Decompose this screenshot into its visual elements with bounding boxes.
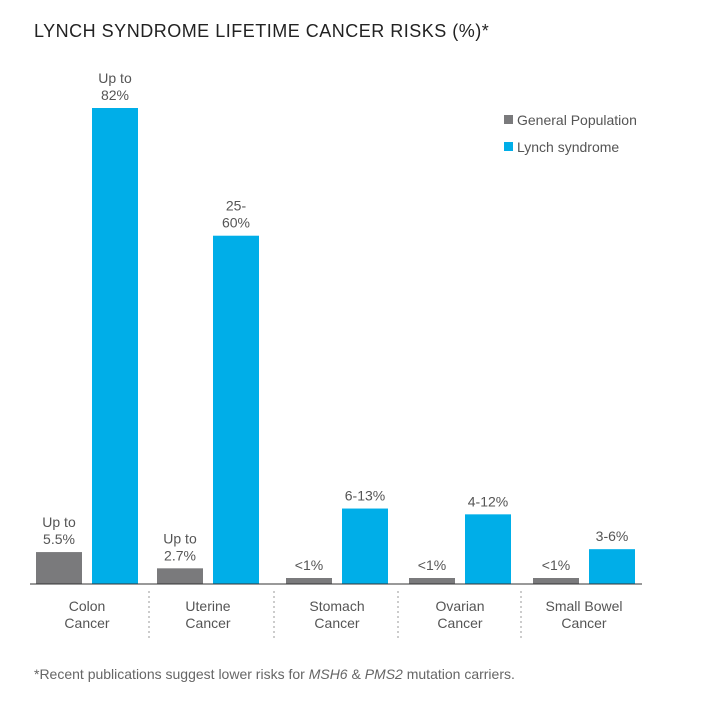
category-label-colon-cancer: Colon Cancer xyxy=(64,598,109,631)
bar-lynch-syndrome-ovarian-cancer xyxy=(465,514,511,584)
value-label-general-population-ovarian-cancer: <1% xyxy=(418,557,446,573)
footnote-gene-pms2: PMS2 xyxy=(365,666,403,682)
bar-general-population-uterine-cancer xyxy=(157,568,203,584)
footnote: *Recent publications suggest lower risks… xyxy=(34,666,515,682)
category-labels: Colon Cancer Uterine Cancer Stomach Cancer Ova… xyxy=(64,598,622,631)
category-label-small-bowel-cancer: Small Bowel Cancer xyxy=(545,598,622,631)
value-label-lynch-syndrome-ovarian-cancer: 4-12% xyxy=(468,493,508,509)
footnote-gene-msh6: MSH6 xyxy=(309,666,348,682)
value-label-lynch-syndrome-colon-cancer: Up to 82% xyxy=(98,70,132,103)
bar-general-population-stomach-cancer xyxy=(286,578,332,584)
legend: General Population Lynch syndrome xyxy=(504,112,637,155)
legend-label-general-population: General Population xyxy=(517,112,637,128)
bar-general-population-ovarian-cancer xyxy=(409,578,455,584)
bars-layer xyxy=(36,108,635,584)
legend-swatch-general-population xyxy=(504,115,513,124)
value-label-lynch-syndrome-uterine-cancer: 25-60% xyxy=(222,198,250,231)
legend-swatch-lynch-syndrome xyxy=(504,142,513,151)
value-label-general-population-small-bowel-cancer: <1% xyxy=(542,557,570,573)
chart-title: LYNCH SYNDROME LIFETIME CANCER RISKS (%)… xyxy=(34,21,489,41)
bar-lynch-syndrome-colon-cancer xyxy=(92,108,138,584)
value-label-general-population-uterine-cancer: Up to 2.7% xyxy=(163,530,197,563)
bar-general-population-small-bowel-cancer xyxy=(533,578,579,584)
category-dividers xyxy=(148,591,522,640)
value-label-lynch-syndrome-stomach-cancer: 6-13% xyxy=(345,488,385,504)
value-label-general-population-stomach-cancer: <1% xyxy=(295,557,323,573)
bar-lynch-syndrome-stomach-cancer xyxy=(342,508,388,584)
value-label-general-population-colon-cancer: Up to 5.5% xyxy=(42,514,76,547)
footnote-mid: & xyxy=(348,666,365,682)
footnote-prefix: *Recent publications suggest lower risks… xyxy=(34,666,309,682)
bar-lynch-syndrome-uterine-cancer xyxy=(213,235,259,584)
value-label-lynch-syndrome-small-bowel-cancer: 3-6% xyxy=(596,528,629,544)
legend-label-lynch-syndrome: Lynch syndrome xyxy=(517,139,619,155)
bar-lynch-syndrome-small-bowel-cancer xyxy=(589,549,635,584)
category-label-uterine-cancer: Uterine Cancer xyxy=(185,598,230,631)
category-label-ovarian-cancer: Ovarian Cancer xyxy=(435,598,484,631)
value-labels-layer: Up to 5.5% Up to 82% Up to 2.7% 25-60% <1% 6-13%… xyxy=(42,70,628,573)
category-label-stomach-cancer: Stomach Cancer xyxy=(309,598,364,631)
bar-general-population-colon-cancer xyxy=(36,552,82,584)
footnote-suffix: mutation carriers. xyxy=(403,666,515,682)
